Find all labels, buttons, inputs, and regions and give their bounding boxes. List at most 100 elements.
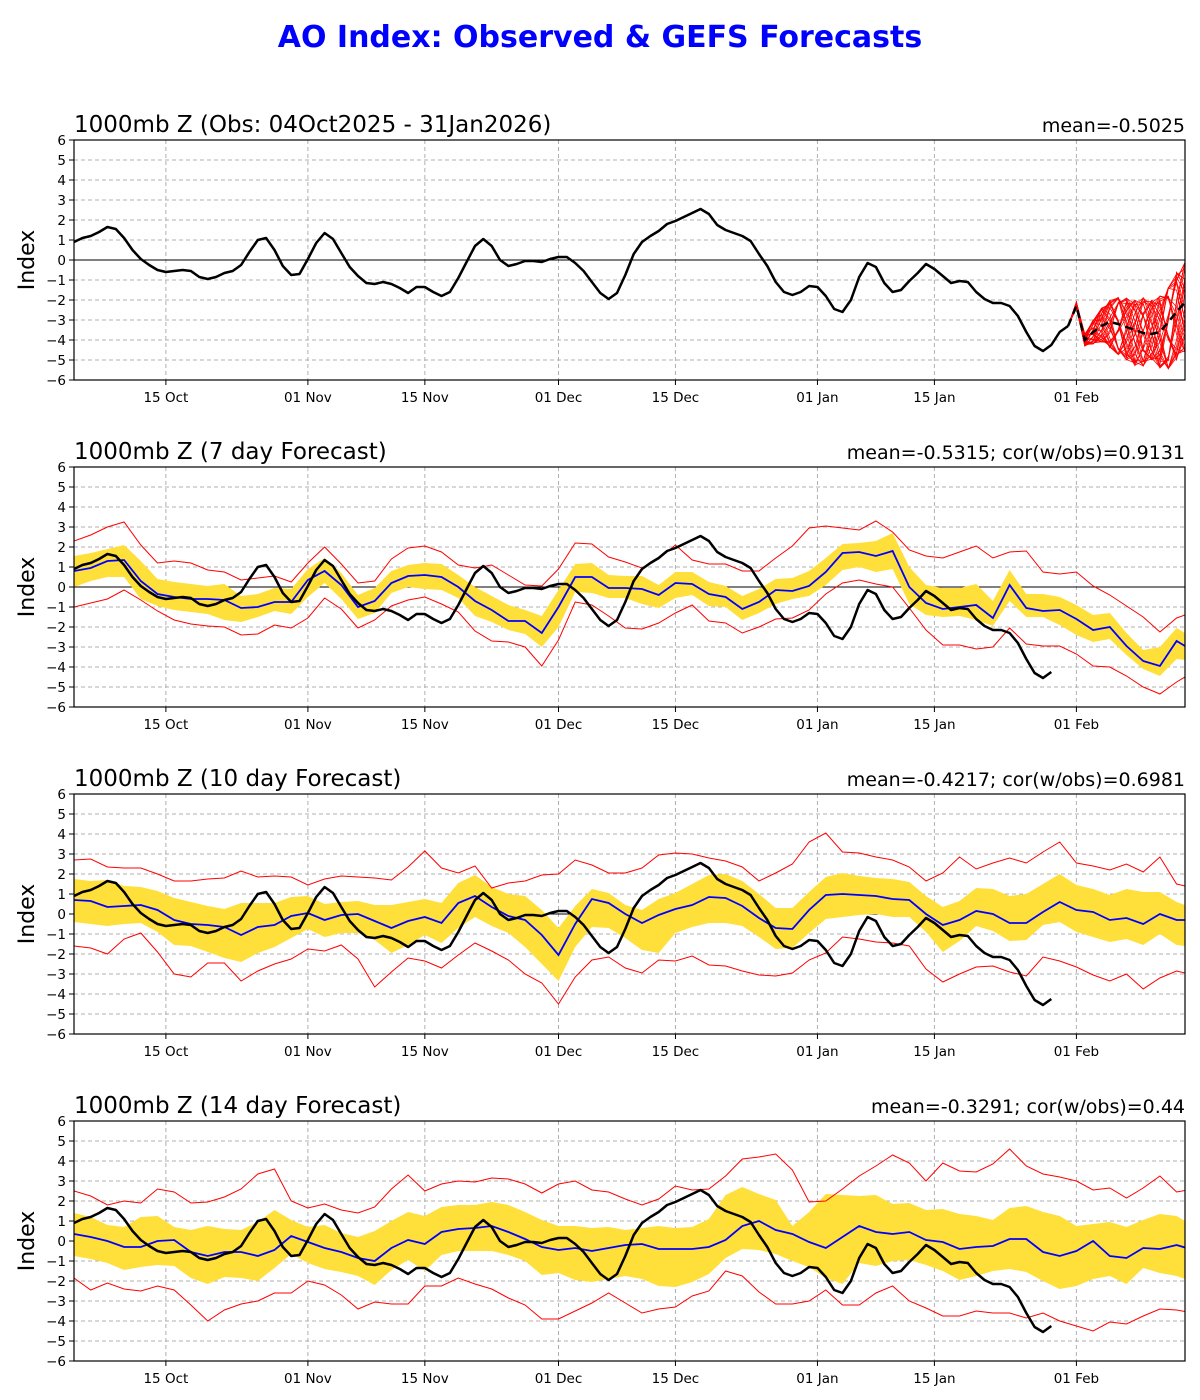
ytick-label: −5 [46, 353, 66, 369]
xtick-label: 15 Nov [401, 1044, 449, 1060]
ytick-label: −1 [46, 273, 66, 289]
xtick-label: 01 Jan [796, 390, 838, 406]
xtick-label: 15 Jan [913, 1044, 955, 1060]
xtick-label: 15 Oct [143, 717, 188, 733]
xtick-label: 15 Nov [401, 390, 449, 406]
xtick-label: 01 Feb [1054, 1371, 1099, 1387]
observed-line [74, 1188, 1053, 1334]
ytick-label: −2 [46, 947, 66, 963]
ytick-label: −4 [46, 1314, 66, 1330]
xtick-label: 01 Jan [796, 1044, 838, 1060]
ensemble-member-line [1067, 278, 1185, 369]
plot-area [74, 520, 1185, 695]
ytick-label: 6 [57, 1114, 66, 1130]
spread-band [74, 1187, 1185, 1289]
xtick-label: 01 Feb [1054, 390, 1099, 406]
member-min-line [74, 579, 1185, 695]
xtick-label: 01 Feb [1054, 717, 1099, 733]
ensemble-member-line [1067, 262, 1185, 362]
spread-band [74, 533, 1185, 676]
xtick-label: 15 Nov [401, 717, 449, 733]
member-min-line [74, 1270, 1185, 1332]
ytick-label: 1 [57, 560, 66, 576]
observed-line [74, 207, 1069, 353]
ytick-label: 4 [57, 1154, 66, 1170]
xtick-label: 01 Dec [535, 1044, 583, 1060]
xtick-label: 01 Dec [535, 1371, 583, 1387]
ytick-label: 0 [57, 253, 66, 269]
xtick-label: 15 Dec [652, 717, 700, 733]
ytick-label: 1 [57, 233, 66, 249]
member-max-line [74, 1148, 1185, 1214]
xtick-label: 15 Oct [143, 1371, 188, 1387]
panel-2: 6 5 4 3 2 1 0 −1 −2 −3 −4 −5 −6 15 Oct 01 Nov 15 Nov 01 … [15, 439, 1186, 733]
spread-band [74, 873, 1185, 981]
xtick-label: 01 Dec [535, 717, 583, 733]
ytick-label: 6 [57, 787, 66, 803]
panel-stats: mean=-0.4217; cor(w/obs)=0.6981 [847, 769, 1185, 791]
ytick-label: −1 [46, 927, 66, 943]
xtick-label: 15 Oct [143, 1044, 188, 1060]
panel-title: 1000mb Z (14 day Forecast) [74, 1093, 401, 1119]
xtick-label: 01 Nov [284, 390, 332, 406]
main-title: AO Index: Observed & GEFS Forecasts [277, 20, 923, 55]
y-axis-label: Index [15, 884, 40, 945]
ytick-label: 4 [57, 500, 66, 516]
xtick-label: 15 Nov [401, 1371, 449, 1387]
ytick-label: −2 [46, 1274, 66, 1290]
y-axis-label: Index [15, 557, 40, 618]
ytick-label: 4 [57, 173, 66, 189]
ensemble-mean-line [74, 1220, 1185, 1262]
member-max-line [74, 832, 1185, 889]
xtick-label: 15 Dec [652, 1044, 700, 1060]
y-axis-label: Index [15, 1211, 40, 1272]
ytick-label: −4 [46, 987, 66, 1003]
ytick-label: −6 [46, 373, 66, 389]
ytick-label: 5 [57, 480, 66, 496]
ytick-label: −2 [46, 620, 66, 636]
ensemble-member-line [1067, 262, 1185, 362]
ytick-label: 5 [57, 1134, 66, 1150]
observed-line [74, 534, 1053, 680]
ytick-label: 3 [57, 847, 66, 863]
plot-area [74, 1148, 1185, 1334]
xtick-label: 01 Nov [284, 1371, 332, 1387]
panel-title: 1000mb Z (Obs: 04Oct2025 - 31Jan2026) [74, 112, 551, 138]
ytick-label: 3 [57, 1174, 66, 1190]
xtick-label: 01 Dec [535, 390, 583, 406]
panel-stats: mean=-0.5025 [1042, 115, 1185, 137]
ytick-label: −5 [46, 680, 66, 696]
ytick-label: −3 [46, 313, 66, 329]
y-axis-label: Index [15, 230, 40, 291]
member-min-line [74, 932, 1185, 1005]
ytick-label: −4 [46, 333, 66, 349]
plot-area [74, 832, 1185, 1007]
xtick-label: 01 Jan [796, 1371, 838, 1387]
ytick-label: −1 [46, 1254, 66, 1270]
ytick-label: −3 [46, 967, 66, 983]
ensemble-mean-line [74, 549, 1185, 668]
ytick-label: −6 [46, 1027, 66, 1043]
ytick-label: −5 [46, 1334, 66, 1350]
ytick-label: 2 [57, 1194, 66, 1210]
ytick-label: −4 [46, 660, 66, 676]
ytick-label: −1 [46, 600, 66, 616]
panel-title: 1000mb Z (10 day Forecast) [74, 766, 401, 792]
xtick-label: 15 Dec [652, 1371, 700, 1387]
ensemble-mean-dashed-line [1066, 301, 1185, 343]
ytick-label: −3 [46, 640, 66, 656]
panel-stats: mean=-0.5315; cor(w/obs)=0.9131 [847, 442, 1185, 464]
ytick-label: 2 [57, 540, 66, 556]
xtick-label: 15 Jan [913, 717, 955, 733]
xtick-label: 15 Oct [143, 390, 188, 406]
panel-1: 6 5 4 3 2 1 0 −1 −2 −3 −4 −5 −6 15 Oct 01 Nov 15 Nov 01 … [15, 112, 1186, 406]
observed-line [74, 861, 1053, 1007]
ytick-label: 6 [57, 460, 66, 476]
xtick-label: 01 Jan [796, 717, 838, 733]
ytick-label: 0 [57, 907, 66, 923]
ytick-label: 1 [57, 887, 66, 903]
panel-title: 1000mb Z (7 day Forecast) [74, 439, 387, 465]
ytick-label: −6 [46, 1354, 66, 1370]
ytick-label: 4 [57, 827, 66, 843]
